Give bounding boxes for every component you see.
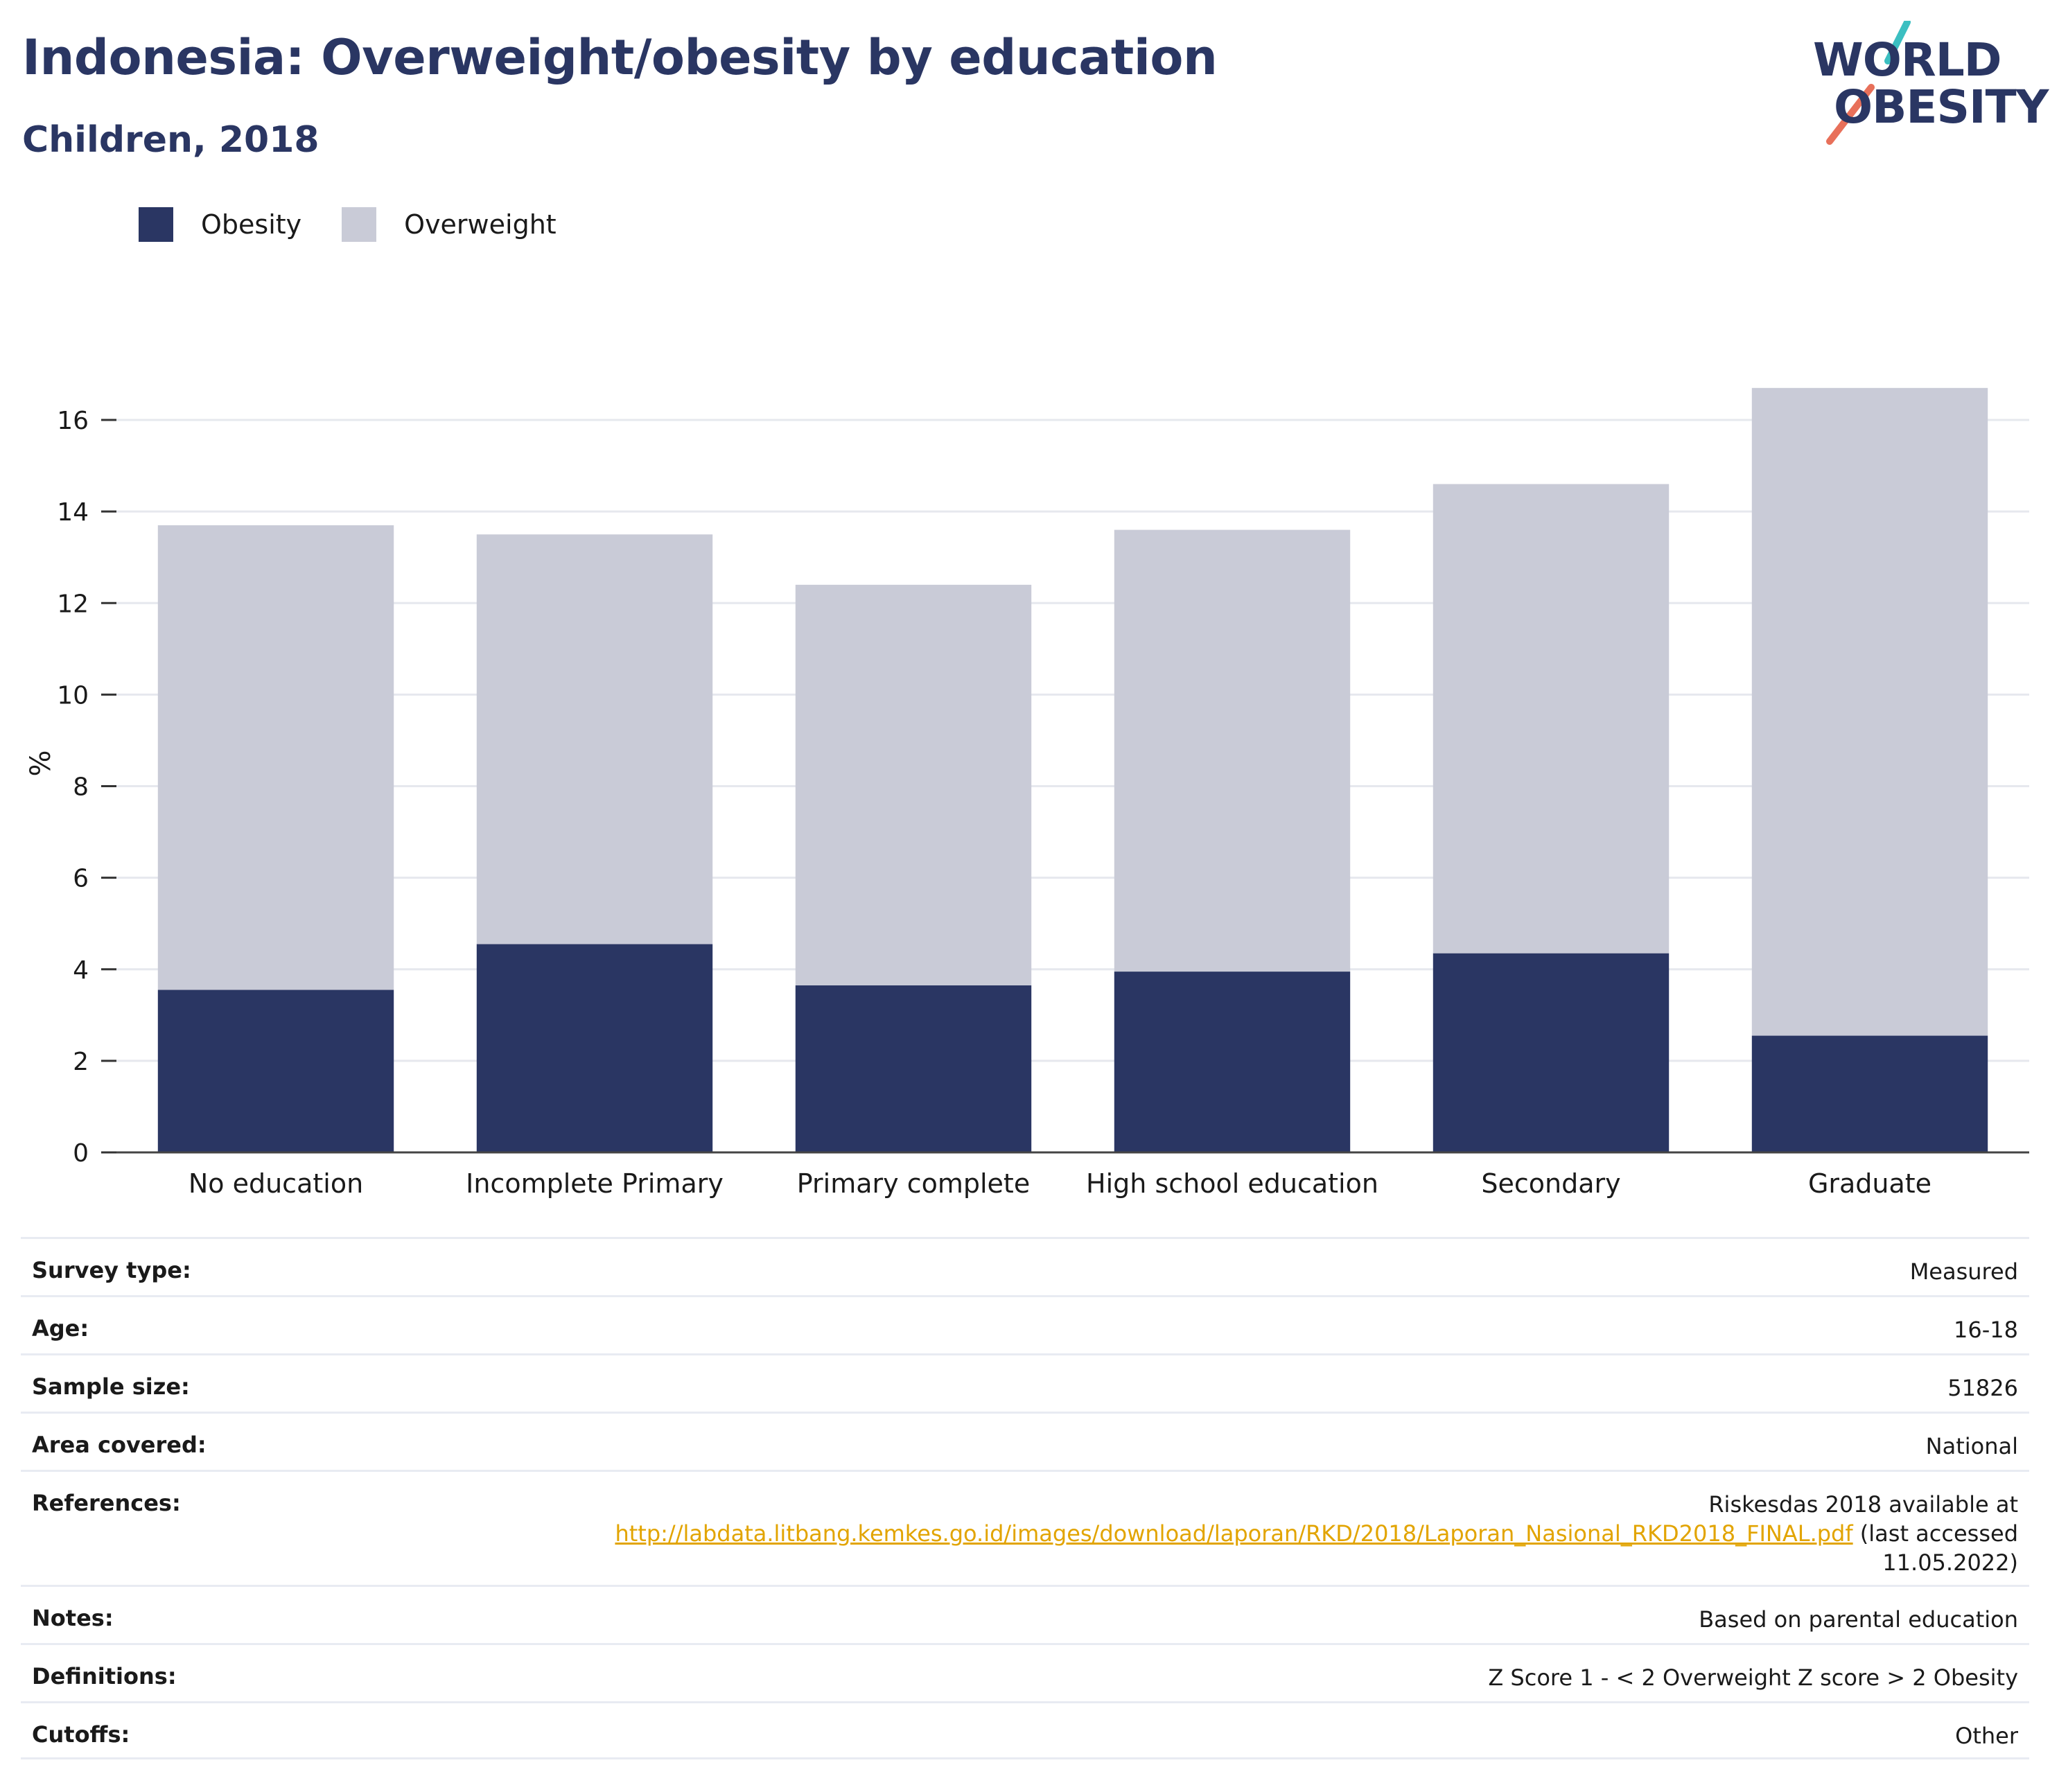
info-row-notes: Notes: Based on parental education: [21, 1585, 2029, 1643]
y-tick-label: 4: [73, 956, 89, 985]
x-tick-label: High school education: [1086, 1168, 1378, 1199]
info-value-definitions: Z Score 1 - < 2 Overweight Z score > 2 O…: [1488, 1664, 2018, 1691]
legend-swatch-obesity: [139, 207, 173, 242]
info-label-sample-size: Sample size:: [32, 1373, 190, 1400]
bar-obesity-0[interactable]: [157, 990, 394, 1152]
bar-obesity-2[interactable]: [795, 985, 1032, 1152]
y-tick-label: 2: [73, 1048, 89, 1076]
grid-lines: [116, 419, 2029, 1062]
y-tick-label: 14: [57, 498, 89, 527]
info-row-references: References: Riskesdas 2018 available at …: [21, 1470, 2029, 1585]
x-axis-ticks: No education Incomplete Primary Primary co…: [189, 1168, 1931, 1199]
legend-item-obesity[interactable]: Obesity: [139, 207, 301, 242]
survey-info-table: Survey type: Measured Age: 16-18 Sample …: [21, 1237, 2029, 1759]
bars: [157, 387, 1988, 1152]
chart-subtitle: Children, 2018: [22, 119, 319, 161]
legend-label-overweight: Overweight: [404, 209, 557, 240]
info-label-area-covered: Area covered:: [32, 1432, 207, 1458]
chart-title: Indonesia: Overweight/obesity by educati…: [22, 29, 1218, 86]
info-value-age: 16-18: [1954, 1317, 2018, 1343]
info-row-sample-size: Sample size: 51826: [21, 1353, 2029, 1412]
info-value-area-covered: National: [1925, 1433, 2018, 1459]
info-row-area-covered: Area covered: National: [21, 1412, 2029, 1470]
bar-obesity-3[interactable]: [1114, 972, 1351, 1152]
x-tick-label: Incomplete Primary: [466, 1168, 724, 1199]
x-tick-label: Primary complete: [797, 1168, 1030, 1199]
bar-overweight-4[interactable]: [1433, 484, 1670, 954]
info-row-survey-type: Survey type: Measured: [21, 1237, 2029, 1295]
world-obesity-logo: WORLD OBESITY: [1802, 21, 2049, 146]
logo-word-world: WORLD: [1813, 33, 2002, 87]
info-row-definitions: Definitions: Z Score 1 - < 2 Overweight …: [21, 1643, 2029, 1701]
info-value-references: Riskesdas 2018 available at http://labda…: [615, 1472, 2018, 1585]
info-label-age: Age:: [32, 1315, 89, 1342]
info-label-notes: Notes:: [32, 1605, 114, 1631]
references-text-after: (last accessed: [1859, 1520, 2018, 1547]
y-tick-label: 10: [57, 681, 89, 710]
y-tick-label: 12: [57, 590, 89, 618]
info-value-sample-size: 51826: [1947, 1375, 2018, 1401]
legend-item-overweight[interactable]: Overweight: [342, 207, 557, 242]
bar-overweight-3[interactable]: [1114, 529, 1351, 972]
legend-label-obesity: Obesity: [201, 209, 302, 240]
y-tick-label: 8: [73, 773, 89, 802]
bar-chart: 0 2 4 6 8 10 12 14 16 No education Incomplete Pri…: [25, 387, 2029, 1199]
info-row-cutoffs: Cutoffs: Other: [21, 1701, 2029, 1759]
info-value-survey-type: Measured: [1909, 1258, 2018, 1285]
x-tick-label: Secondary: [1481, 1168, 1620, 1199]
references-text-end: 11.05.2022): [1882, 1549, 2018, 1576]
bar-obesity-4[interactable]: [1433, 953, 1670, 1152]
info-label-references: References:: [32, 1490, 181, 1516]
logo-slash-icon: [1826, 21, 1911, 145]
x-tick-label: Graduate: [1808, 1168, 1931, 1199]
bar-overweight-1[interactable]: [476, 534, 713, 945]
info-value-notes: Based on parental education: [1699, 1606, 2018, 1633]
logo-word-obesity: OBESITY: [1834, 80, 2049, 134]
info-value-cutoffs: Other: [1955, 1723, 2018, 1749]
bar-overweight-0[interactable]: [157, 525, 394, 990]
info-label-survey-type: Survey type:: [32, 1257, 191, 1283]
bar-overweight-5[interactable]: [1751, 387, 1988, 1036]
references-link[interactable]: http://labdata.litbang.kemkes.go.id/imag…: [615, 1520, 1853, 1547]
bar-obesity-1[interactable]: [476, 944, 713, 1152]
y-axis-label: %: [25, 750, 57, 776]
y-tick-label: 0: [73, 1139, 89, 1168]
info-label-definitions: Definitions:: [32, 1663, 177, 1689]
bar-overweight-2[interactable]: [795, 584, 1032, 985]
info-row-age: Age: 16-18: [21, 1295, 2029, 1353]
x-tick-label: No education: [189, 1168, 363, 1199]
bar-obesity-5[interactable]: [1751, 1035, 1988, 1152]
y-axis-ticks: 0 2 4 6 8 10 12 14 16: [57, 407, 116, 1168]
y-tick-label: 6: [73, 865, 89, 893]
y-tick-label: 16: [57, 407, 89, 435]
references-text: Riskesdas 2018 available at: [1708, 1491, 2018, 1518]
legend-swatch-overweight: [342, 207, 377, 242]
info-label-cutoffs: Cutoffs:: [32, 1721, 130, 1748]
legend: Obesity Overweight: [139, 207, 597, 243]
